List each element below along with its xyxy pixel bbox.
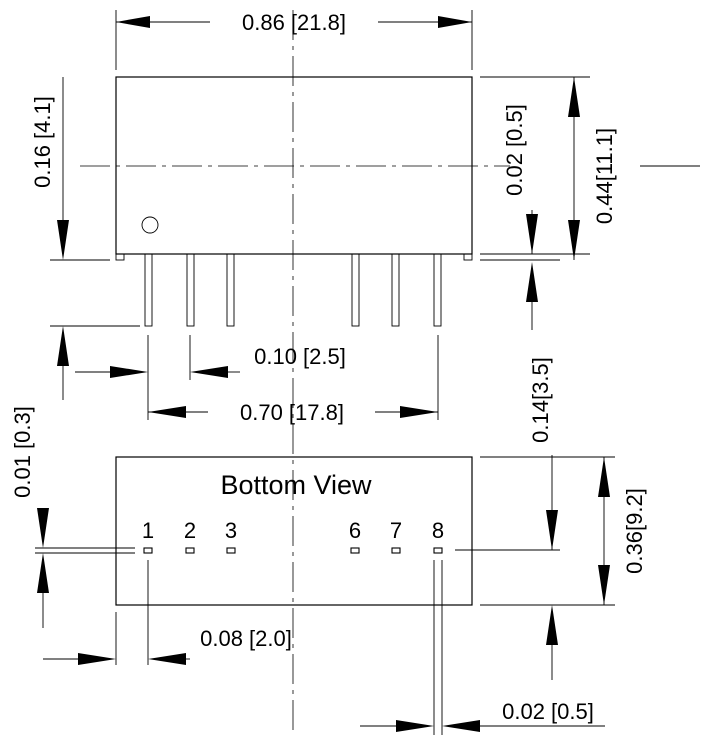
bottom-pin-1 [143, 547, 153, 554]
side-pin-7 [391, 253, 400, 327]
pin-label-8: 8 [432, 518, 444, 543]
dim-pin-length: 0.14[3.5] [528, 357, 553, 443]
bottom-view-pins [143, 547, 443, 554]
standoff-right [463, 253, 473, 261]
dim-overall-height: 0.44[11.1] [592, 128, 617, 224]
side-pin-8 [433, 253, 442, 327]
bottom-pin-2 [185, 547, 195, 554]
pin-label-2: 2 [184, 518, 196, 543]
side-pin-6 [351, 253, 360, 327]
pin-label-6: 6 [349, 518, 361, 543]
module-body-side-view [115, 76, 473, 255]
dim-body-depth: 0.36[9.2] [622, 488, 647, 574]
pin-label-7: 7 [390, 518, 402, 543]
dim-pin-thickness-top: 0.02 [0.5] [502, 104, 527, 196]
side-view-pins [144, 253, 442, 327]
pin-label-1: 1 [142, 518, 154, 543]
bottom-view-title: Bottom View [220, 470, 372, 500]
side-pin-2 [186, 253, 195, 327]
dim-standoff-height: 0.16 [4.1] [30, 96, 55, 188]
bottom-pin-8 [433, 547, 443, 554]
dim-overall-width: 0.86 [21.8] [242, 10, 346, 35]
dim-pin-pitch: 0.10 [2.5] [254, 344, 346, 369]
side-pin-1 [144, 253, 153, 327]
dim-pin-width: 0.02 [0.5] [502, 699, 594, 724]
module-body-bottom-view [115, 456, 473, 606]
side-pin-3 [226, 253, 235, 327]
pin1-marker [141, 216, 159, 234]
dim-pin-span: 0.70 [17.8] [240, 400, 344, 425]
dim-pin-offset-vertical: 0.01 [0.3] [10, 406, 35, 498]
bottom-pin-7 [391, 547, 401, 554]
bottom-pin-3 [226, 547, 236, 554]
bottom-pin-6 [350, 547, 360, 554]
pin-label-3: 3 [225, 518, 237, 543]
dim-edge-to-pin1: 0.08 [2.0] [200, 626, 292, 651]
standoff-left [115, 253, 125, 261]
pin-labels: 1 2 3 6 7 8 [142, 518, 444, 543]
